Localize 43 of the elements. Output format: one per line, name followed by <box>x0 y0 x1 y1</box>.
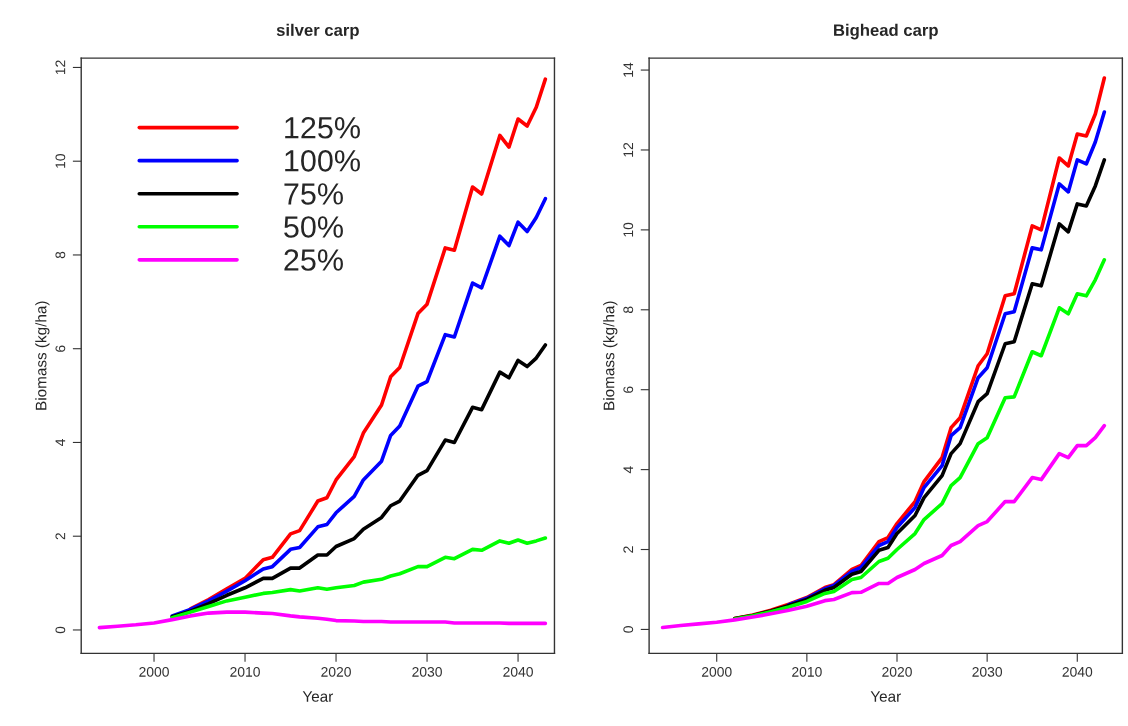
y-tick-label: 2 <box>623 546 634 553</box>
y-tick-label: 4 <box>55 439 66 446</box>
line-series <box>660 423 1107 630</box>
chart-title: silver carp <box>276 23 359 40</box>
y-tick-label: 14 <box>623 62 634 77</box>
x-axis-title: Year <box>302 691 334 702</box>
y-tick-label: 4 <box>623 466 634 474</box>
legend-label: 25% <box>284 249 343 271</box>
y-tick-label: 12 <box>623 142 634 157</box>
x-tick-label: 2020 <box>882 666 912 677</box>
y-tick-label: 6 <box>55 345 66 352</box>
line-series <box>188 77 548 611</box>
x-tick-label: 2010 <box>230 666 260 677</box>
x-tick-label: 2040 <box>1062 666 1093 677</box>
y-tick-label: 0 <box>55 626 66 634</box>
y-tick-label: 12 <box>55 60 66 75</box>
x-tick-label: 2010 <box>792 666 822 677</box>
y-tick-label: 2 <box>55 533 66 540</box>
legend-label: 125% <box>285 116 360 139</box>
x-tick-label: 2000 <box>701 666 732 677</box>
y-tick-label: 6 <box>623 386 634 393</box>
x-tick-label: 2000 <box>139 666 169 677</box>
legend-label: 75% <box>284 183 343 205</box>
y-tick-label: 8 <box>55 251 66 259</box>
y-tick-label: 10 <box>55 154 66 168</box>
line-series <box>787 110 1107 607</box>
y-tick-label: 8 <box>623 306 634 314</box>
x-tick-label: 2020 <box>321 666 351 677</box>
x-tick-label: 2030 <box>972 666 1003 677</box>
y-tick-label: 10 <box>623 222 634 237</box>
x-tick-label: 2040 <box>503 666 533 677</box>
y-axis-title: Biomass (kg/ha) <box>35 301 50 410</box>
line-series <box>97 610 548 630</box>
line-series <box>170 536 548 620</box>
x-tick-label: 2030 <box>412 666 442 677</box>
line-series <box>732 258 1107 621</box>
legend-label: 100% <box>285 150 360 172</box>
line-series <box>170 343 548 619</box>
chart-title: Bighead carp <box>834 23 938 40</box>
legend-label: 50% <box>284 216 343 238</box>
x-axis-title: Year <box>870 691 901 702</box>
y-tick-label: 0 <box>623 626 634 633</box>
y-axis-title: Biomass (kg/ha) <box>603 301 618 410</box>
